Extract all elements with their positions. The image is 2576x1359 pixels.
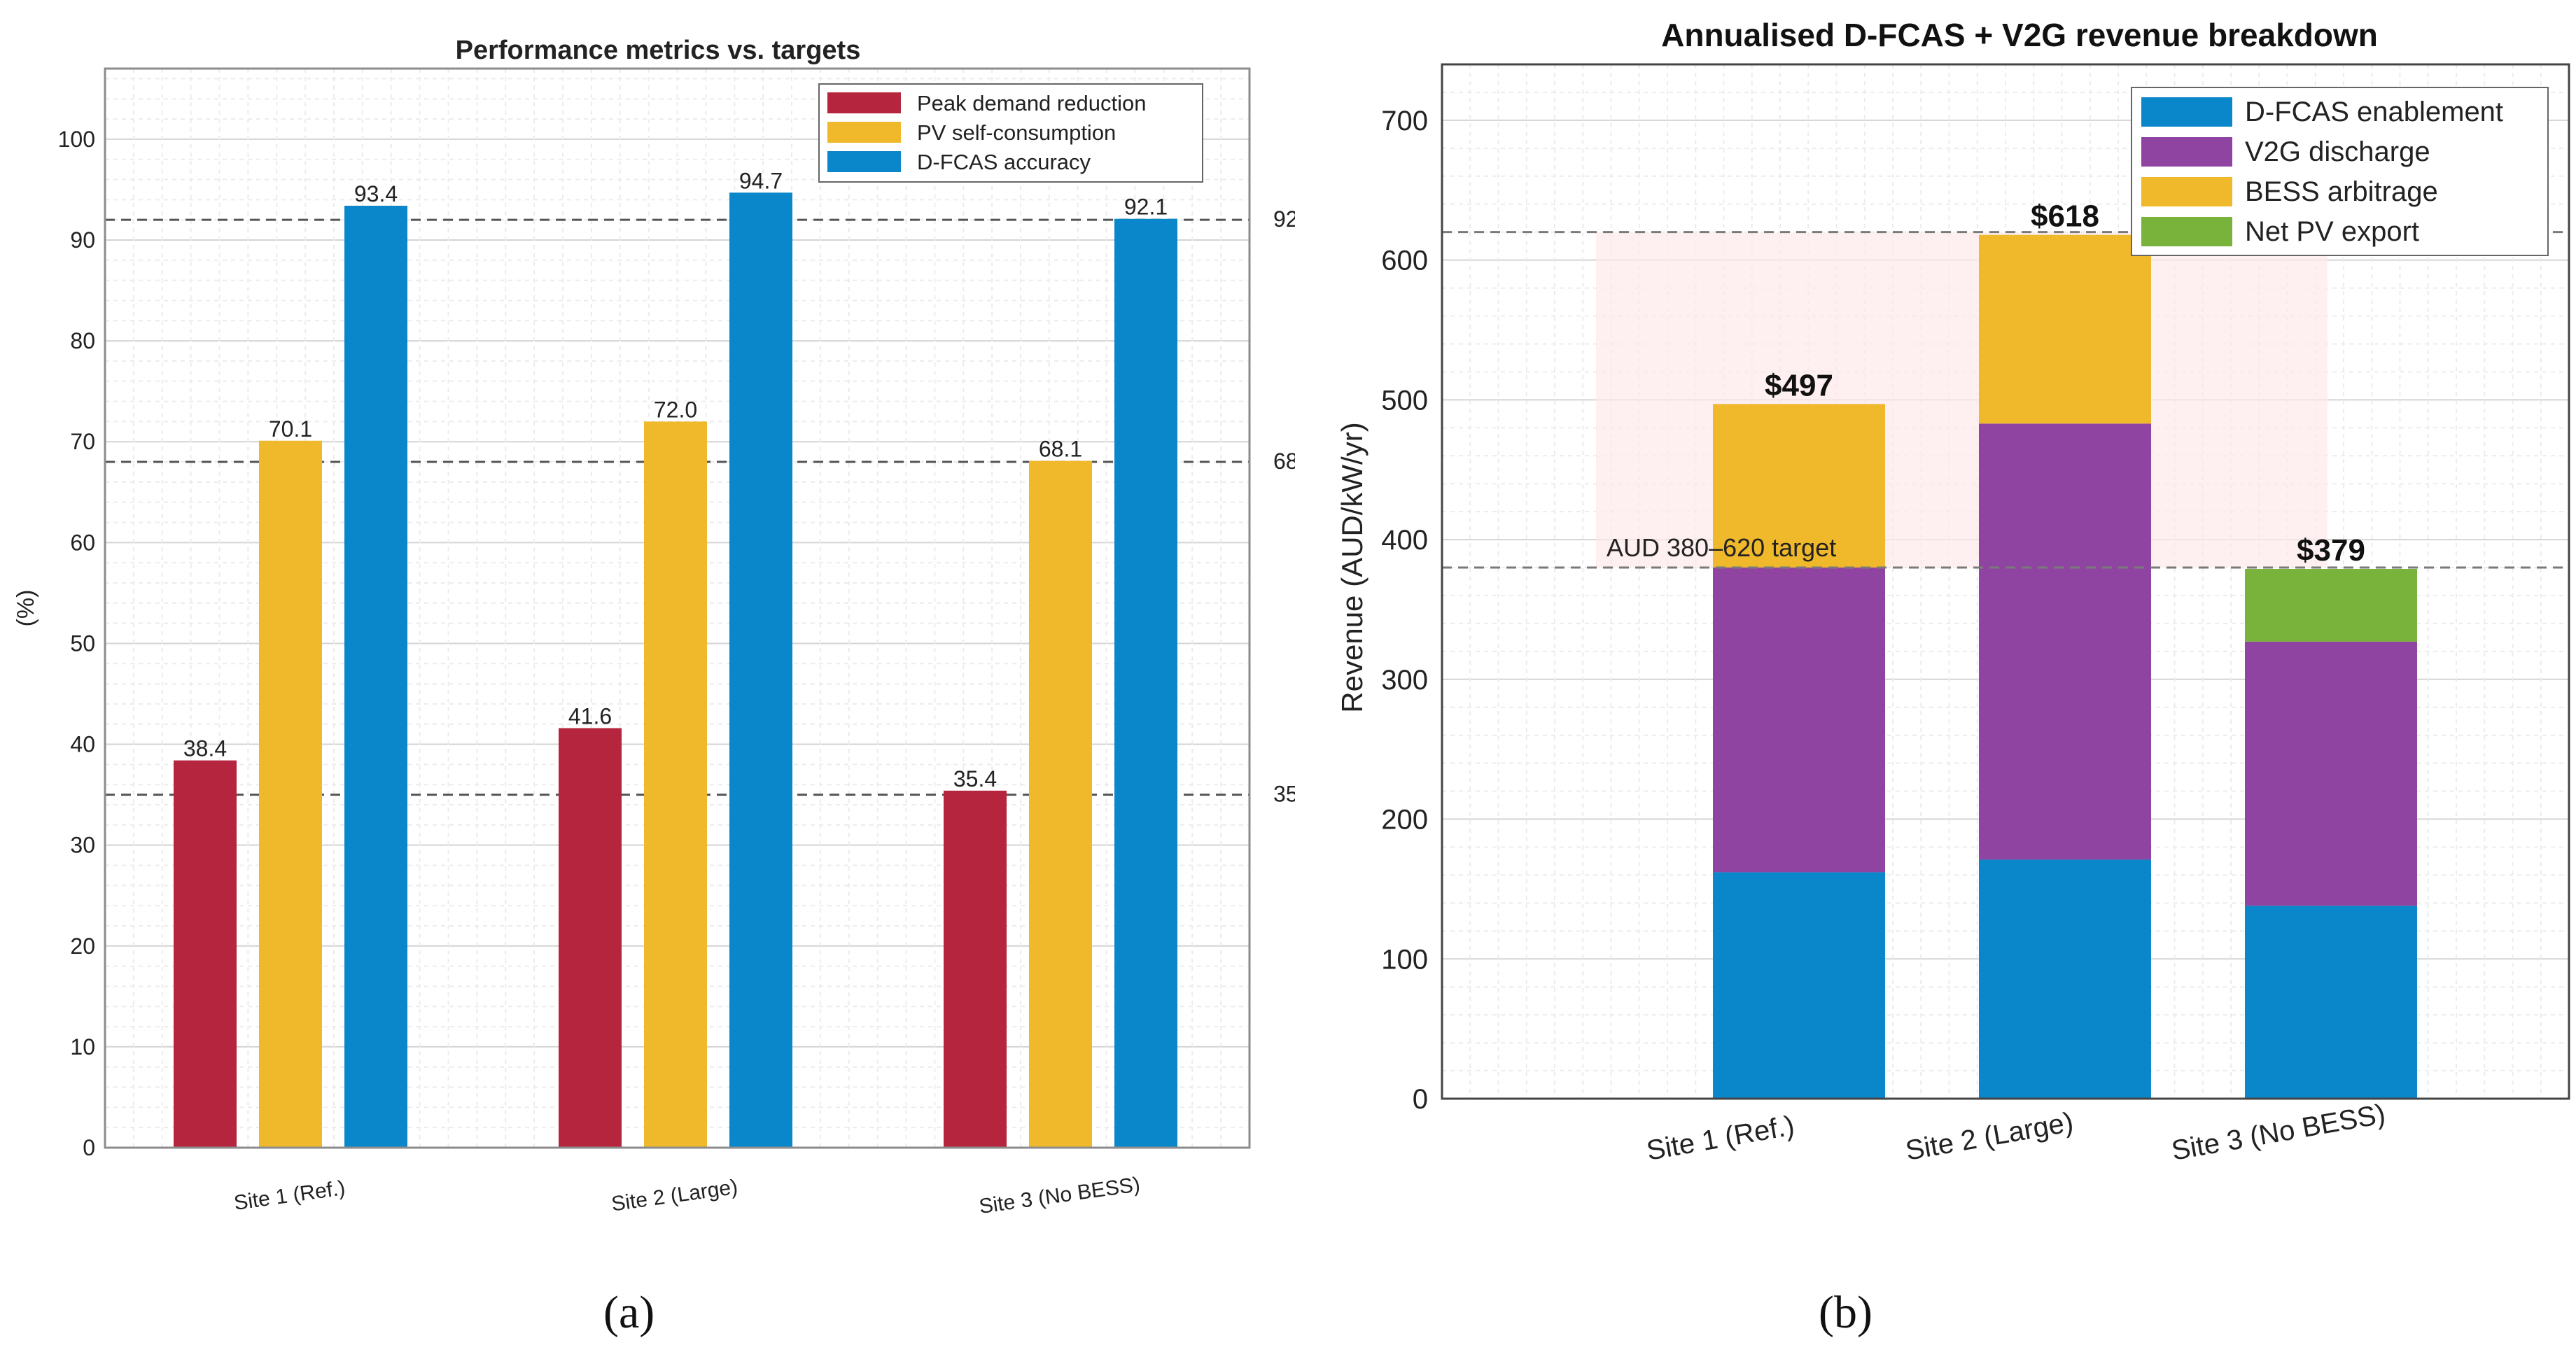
chart-b-bar-segment [1979, 859, 2151, 1099]
chart-a-bar-label: 94.7 [739, 168, 783, 193]
chart-b-y-tick-label: 100 [1381, 944, 1428, 975]
chart-a-y-tick-label: 0 [83, 1135, 95, 1160]
chart-a-title: Performance metrics vs. targets [456, 36, 861, 65]
chart-b-legend-label: D-FCAS enablement [2245, 97, 2503, 127]
chart-a-y-tick-label: 40 [70, 732, 95, 757]
chart-b-title: Annualised D-FCAS + V2G revenue breakdow… [1661, 17, 2378, 53]
chart-a-bar-labels: 38.4 41.6 35.4 70.1 72.0 68.1 93.4 94.7 92.1 [183, 168, 1168, 791]
chart-a-target-label: 35 [1273, 782, 1295, 807]
chart-a: 92 68 35 38.4 41.6 35.4 70.1 72.0 68.1 93.4 94.7 9… [13, 36, 1295, 1218]
chart-b-total-label: $497 [1765, 368, 1833, 402]
chart-b-total-label: $618 [2031, 199, 2099, 234]
chart-a-bar [644, 421, 707, 1148]
chart-a-y-tick-label: 20 [70, 934, 95, 959]
chart-a-y-tick-label: 80 [70, 328, 95, 353]
chart-b-x-tick-label: Site 2 (Large) [1903, 1106, 2076, 1166]
chart-a-bar [259, 440, 322, 1148]
chart-a-bar [1029, 460, 1092, 1148]
chart-a-bar [944, 790, 1007, 1148]
chart-b-legend-label: BESS arbitrage [2245, 176, 2438, 207]
caption-a: (a) [603, 1287, 655, 1338]
chart-a-x-ticks: Site 1 (Ref.) Site 2 (Large) Site 3 (No BE… [232, 1173, 1142, 1218]
chart-b-total-label: $379 [2297, 533, 2365, 568]
chart-a-bars [174, 192, 1177, 1148]
chart-b-y-axis-label: Revenue (AUD/kW/yr) [1336, 422, 1368, 712]
chart-a-legend-label: PV self-consumption [917, 120, 1116, 145]
chart-b-bar-segment [2245, 641, 2417, 906]
chart-a-x-tick-label: Site 1 (Ref.) [232, 1176, 346, 1215]
chart-b-bar-segment [2245, 569, 2417, 642]
chart-b-y-tick-label: 700 [1381, 106, 1428, 136]
chart-a-y-tick-label: 70 [70, 429, 95, 454]
chart-a-bar-label: 68.1 [1039, 437, 1082, 462]
chart-b-legend-swatch [2141, 177, 2232, 206]
chart-a-y-tick-label: 60 [70, 530, 95, 555]
chart-b-x-tick-label: Site 3 (No BESS) [2169, 1099, 2388, 1167]
chart-a-bar [174, 760, 237, 1148]
chart-a-bar-label: 93.4 [354, 181, 398, 206]
chart-b-legend-swatch [2141, 137, 2232, 167]
chart-a-bar-label: 38.4 [183, 736, 227, 761]
chart-a-x-tick-label: Site 2 (Large) [610, 1176, 739, 1216]
chart-b-bar-segment [1713, 568, 1885, 873]
chart-a-y-axis-label: (%) [13, 590, 39, 627]
chart-b-y-tick-label: 0 [1413, 1084, 1428, 1115]
chart-a-x-tick-label: Site 3 (No BESS) [978, 1173, 1142, 1218]
chart-a-legend-swatch [827, 122, 901, 143]
chart-a-y-tick-label: 30 [70, 833, 95, 858]
chart-a-bar [559, 728, 622, 1148]
chart-a-legend-label: Peak demand reduction [917, 91, 1146, 115]
chart-a-legend-label: D-FCAS accuracy [917, 150, 1091, 174]
chart-b-bar-segment [1979, 234, 2151, 424]
chart-b-total-labels: $497 $618 $379 [1765, 199, 2365, 568]
chart-b-legend-label: Net PV export [2245, 216, 2419, 247]
chart-a-bar [344, 205, 407, 1148]
chart-a-target-label: 92 [1273, 206, 1295, 232]
chart-a-bar-label: 35.4 [953, 766, 997, 791]
chart-a-y-tick-label: 100 [58, 127, 95, 152]
chart-b-y-ticks: 0 100 200 300 400 500 600 700 [1381, 106, 1428, 1115]
chart-b-y-tick-label: 500 [1381, 385, 1428, 416]
chart-a-y-tick-label: 50 [70, 631, 95, 656]
chart-a-bar-label: 41.6 [568, 703, 612, 728]
chart-a-y-ticks: 0 10 20 30 40 50 60 70 80 90 100 [58, 127, 95, 1160]
chart-b-legend-label: V2G discharge [2245, 136, 2430, 167]
chart-a-plot-frame [104, 67, 1251, 1149]
chart-b-bar-segment [2245, 906, 2417, 1099]
chart-a-bar [729, 192, 792, 1148]
chart-b-bar-segment [1713, 404, 1885, 568]
chart-a-y-tick-label: 10 [70, 1034, 95, 1059]
chart-b-y-tick-label: 300 [1381, 665, 1428, 696]
chart-b-plot-frame [1441, 63, 2570, 1100]
chart-b-bars [1713, 234, 2417, 1099]
chart-b-target-band-label: AUD 380–620 target [1606, 533, 1836, 562]
chart-a-legend: Peak demand reduction PV self-consumption… [818, 83, 1203, 183]
chart-b-target-band [1596, 232, 2328, 568]
chart-b-legend: D-FCAS enablement V2G discharge BESS arbit… [2131, 87, 2549, 256]
chart-a-legend-swatch [827, 92, 901, 113]
chart-b-legend-swatch [2141, 217, 2232, 246]
chart-a-legend-swatch [827, 151, 901, 172]
chart-a-bar-label: 70.1 [269, 416, 312, 442]
chart-a-bar [1114, 218, 1177, 1148]
chart-b-bar-segment [1713, 872, 1885, 1099]
chart-b-x-ticks: Site 1 (Ref.) Site 2 (Large) Site 3 (No BE… [1644, 1099, 2388, 1167]
chart-a-bar-label: 72.0 [654, 397, 697, 422]
chart-b-y-tick-label: 200 [1381, 805, 1428, 836]
chart-b-y-tick-label: 600 [1381, 246, 1428, 276]
chart-b-x-tick-label: Site 1 (Ref.) [1644, 1110, 1797, 1166]
chart-b-bar-segment [1979, 423, 2151, 860]
chart-a-target-label: 68 [1273, 449, 1295, 474]
caption-b: (b) [1819, 1287, 1872, 1338]
chart-b-legend-swatch [2141, 97, 2232, 127]
chart-b: $497 $618 $379 AUD 380–620 target 0 100 200 3… [1336, 17, 2570, 1167]
chart-b-y-tick-label: 400 [1381, 525, 1428, 556]
chart-a-bar-label: 92.1 [1124, 195, 1168, 220]
chart-a-y-tick-label: 90 [70, 227, 95, 253]
